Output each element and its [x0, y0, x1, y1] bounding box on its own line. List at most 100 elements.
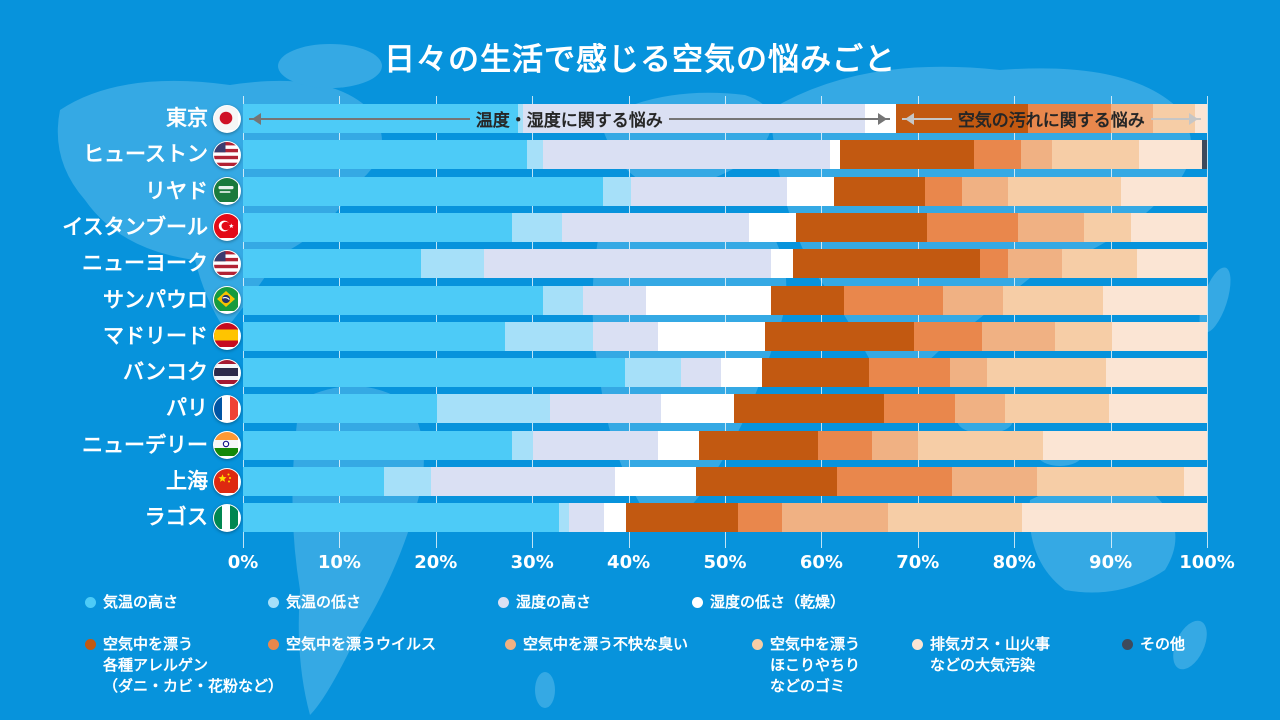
bar-segment	[1139, 140, 1203, 170]
bar-segment	[1008, 249, 1063, 279]
bar-segment	[786, 176, 834, 206]
bar-segment	[830, 140, 840, 170]
x-axis-tick: 40%	[607, 552, 651, 573]
legend-label: 空気中を漂う ほこりやちり などのゴミ	[770, 635, 861, 695]
x-axis-tick: 50%	[703, 552, 747, 573]
bar-segment	[383, 467, 431, 496]
bar-segment	[243, 140, 528, 170]
bar-segment	[658, 321, 765, 351]
city-label-in-9: ニューデリー	[82, 432, 208, 457]
legend-swatch-icon	[912, 639, 923, 650]
legend-label: 排気ガス・山火事 などの大気汚染	[930, 635, 1051, 674]
legend-label: 湿度の低さ（乾燥）	[710, 593, 846, 611]
legend-item: 空気中を漂う 各種アレルゲン （ダニ・カビ・花粉など）	[85, 634, 283, 697]
bar-segment	[603, 503, 626, 533]
bar-segment	[243, 358, 625, 388]
bar-segment	[1020, 140, 1052, 170]
bar-segment	[1202, 140, 1207, 170]
bar-segment	[243, 503, 560, 533]
bar-segment	[818, 430, 872, 460]
legend-item: 気温の低さ	[268, 592, 361, 613]
stacked-bar-11	[243, 503, 1207, 533]
ng-flag-icon	[213, 503, 241, 532]
bar-segment	[559, 503, 569, 533]
bar-segment	[615, 467, 697, 496]
x-axis-tick: 100%	[1179, 552, 1235, 573]
legend-item: その他	[1122, 634, 1185, 655]
bar-segment	[1136, 249, 1207, 279]
x-axis-tick: 10%	[317, 552, 361, 573]
bar-segment	[1105, 358, 1207, 388]
left-arrow-icon	[901, 112, 952, 125]
legend-label: 空気中を漂うウイルス	[286, 635, 437, 653]
bar-segment	[568, 503, 604, 533]
jp-flag-icon	[213, 104, 241, 133]
bar-segment	[924, 176, 963, 206]
bar-segment	[955, 394, 1006, 424]
us-flag-icon	[213, 140, 241, 169]
bar-segment	[738, 503, 782, 533]
bar-segment	[243, 467, 384, 496]
x-axis-tick: 30%	[510, 552, 554, 573]
bar-segment	[680, 358, 722, 388]
bar-segment	[962, 176, 1009, 206]
city-label-us-1: ヒューストン	[83, 142, 208, 167]
bar-segment	[430, 467, 616, 496]
bar-segment	[1051, 140, 1140, 170]
in-flag-icon	[213, 431, 241, 460]
x-axis-tick: 20%	[414, 552, 458, 573]
bar-segment	[1043, 430, 1207, 460]
bar-segment	[645, 285, 772, 315]
bar-segment	[1018, 212, 1084, 242]
bar-segment	[511, 430, 534, 460]
bar-segment	[843, 285, 943, 315]
stacked-bar-5	[243, 285, 1207, 315]
legend-item: 空気中を漂うウイルス	[268, 634, 436, 655]
legend-label: その他	[1140, 635, 1186, 653]
bar-segment	[243, 394, 437, 424]
city-label-ng-11: ラゴス	[144, 505, 208, 530]
x-axis-tick: 90%	[1089, 552, 1133, 573]
cn-flag-icon	[213, 467, 241, 496]
bar-segment	[1002, 285, 1103, 315]
x-axis-tick: 70%	[896, 552, 940, 573]
legend-label: 気温の高さ	[103, 593, 179, 611]
stacked-bar-9	[243, 430, 1207, 460]
sa-flag-icon	[213, 177, 241, 206]
legend-item: 空気中を漂う不快な臭い	[505, 634, 688, 655]
bar-segment	[243, 430, 512, 460]
bar-segment	[833, 176, 925, 206]
bar-segment	[511, 212, 563, 242]
legend-swatch-icon	[268, 639, 279, 650]
bar-segment	[733, 394, 885, 424]
annotation-air-dirt: 空気の汚れに関する悩み	[896, 104, 1207, 133]
bar-segment	[952, 467, 1038, 496]
x-axis-tick: 80%	[992, 552, 1036, 573]
bar-segment	[1021, 503, 1207, 533]
legend-label: 気温の低さ	[286, 593, 362, 611]
bar-segment	[505, 321, 593, 351]
bar-segment	[243, 212, 512, 242]
bar-segment	[1054, 321, 1112, 351]
legend-item: 湿度の低さ（乾燥）	[692, 592, 845, 613]
stacked-bar-6	[243, 321, 1207, 351]
gridline	[1207, 96, 1208, 548]
bar-segment	[602, 176, 631, 206]
bar-segment	[436, 394, 550, 424]
tr-flag-icon	[213, 213, 241, 242]
bar-segment	[592, 321, 659, 351]
legend-swatch-icon	[692, 597, 703, 608]
bar-segment	[1083, 212, 1131, 242]
bar-segment	[987, 358, 1106, 388]
legend-label: 空気中を漂う不快な臭い	[523, 635, 689, 653]
bar-segment	[1130, 212, 1207, 242]
bar-segment	[887, 503, 1022, 533]
bar-segment	[949, 358, 988, 388]
bar-segment	[839, 140, 974, 170]
bar-segment	[980, 249, 1009, 279]
annotation-temp-humidity-label: 温度・湿度に関する悩み	[475, 111, 663, 131]
chart-title: 日々の生活で感じる空気の悩みごと	[384, 42, 896, 78]
stacked-bar-4	[243, 249, 1207, 279]
bar-segment	[243, 176, 603, 206]
stacked-bar-1	[243, 140, 1207, 170]
